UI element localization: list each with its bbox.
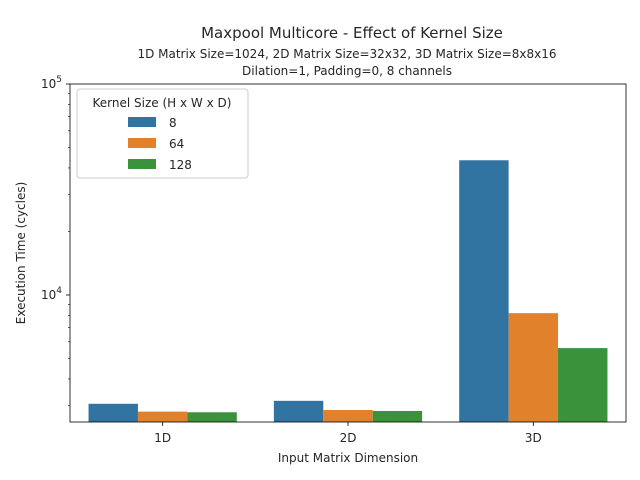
bar-3D-kernel-8 [459, 160, 509, 423]
legend-label-64: 64 [169, 137, 184, 151]
y-tick-label: 105 [41, 75, 62, 91]
legend-label-128: 128 [169, 158, 192, 172]
legend-label-8: 8 [169, 116, 177, 130]
legend-items: 8 64 128 [128, 116, 192, 172]
bar-1D-kernel-8 [88, 403, 138, 422]
legend-swatch-8 [128, 117, 156, 127]
bars-group [88, 160, 608, 423]
bar-2D-kernel-64 [323, 409, 373, 422]
bar-1D-kernel-128 [187, 412, 237, 422]
bar-2D-kernel-128 [372, 410, 423, 422]
plot-frame [69, 83, 627, 423]
x-tick-label-2D: 2D [340, 431, 357, 445]
legend-title: Kernel Size (H x W x D) [93, 96, 232, 110]
x-tick-label-1D: 1D [154, 431, 171, 445]
bar-3D-kernel-64 [508, 313, 559, 422]
x-tick-label-3D: 3D [525, 431, 542, 445]
y-axis: 104 105 [41, 75, 70, 406]
x-axis: 1D 2D 3D [154, 422, 542, 445]
legend-swatch-128 [128, 159, 156, 169]
legend: Kernel Size (H x W x D) 8 64 128 [76, 88, 249, 179]
legend-box [76, 88, 249, 179]
chart-subtitle-line-1: 1D Matrix Size=1024, 2D Matrix Size=32x3… [137, 47, 556, 61]
legend-swatch-64 [128, 138, 156, 148]
bar-3D-kernel-128 [558, 348, 608, 422]
chart-title: Maxpool Multicore - Effect of Kernel Siz… [201, 24, 503, 42]
chart-subtitle-line-2: Dilation=1, Padding=0, 8 channels [242, 64, 452, 78]
bar-2D-kernel-8 [273, 400, 324, 422]
y-axis-label: Execution Time (cycles) [14, 182, 28, 325]
y-tick-label: 104 [41, 286, 62, 302]
x-axis-label: Input Matrix Dimension [278, 451, 418, 465]
bar-1D-kernel-64 [137, 411, 188, 422]
